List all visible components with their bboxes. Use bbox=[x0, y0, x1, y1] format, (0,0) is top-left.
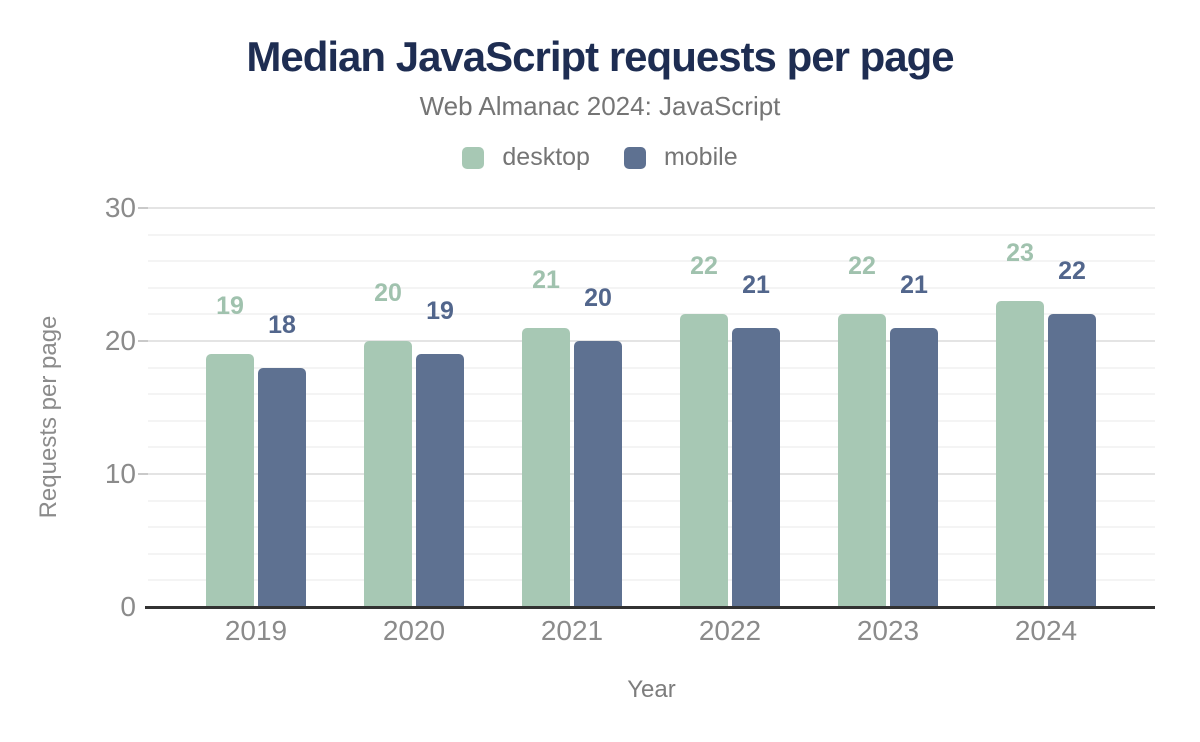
bar-mobile-2020 bbox=[416, 354, 464, 607]
gridline-major-20 bbox=[148, 340, 1155, 342]
bar-label-desktop-2024: 23 bbox=[1006, 239, 1034, 268]
bar-label-mobile-2022: 21 bbox=[742, 270, 770, 299]
bar-mobile-2019 bbox=[258, 367, 306, 607]
gridline-major-10 bbox=[148, 473, 1155, 475]
bar-desktop-2023 bbox=[838, 314, 886, 607]
legend-item-mobile: mobile bbox=[623, 143, 738, 172]
bar-label-desktop-2020: 20 bbox=[374, 279, 402, 307]
x-axis-line bbox=[145, 606, 1155, 609]
gridline-minor-8 bbox=[148, 499, 1155, 502]
legend-swatch-desktop-icon bbox=[462, 146, 485, 169]
x-tick-label-2023: 2023 bbox=[856, 615, 920, 646]
gridline-minor-18 bbox=[148, 366, 1155, 369]
y-tick-mark-10 bbox=[138, 473, 148, 475]
x-tick-label-2022: 2022 bbox=[698, 615, 762, 646]
bar-mobile-2024 bbox=[1048, 314, 1096, 607]
bar-desktop-2024 bbox=[996, 301, 1044, 607]
gridline-minor-12 bbox=[148, 446, 1155, 449]
bar-mobile-2021 bbox=[574, 341, 622, 607]
bar-label-mobile-2021: 20 bbox=[584, 284, 612, 312]
x-tick-label-2024: 2024 bbox=[1014, 615, 1078, 646]
bar-label-desktop-2021: 21 bbox=[532, 265, 560, 294]
y-tick-label-10: 10 bbox=[104, 458, 136, 489]
bar-label-desktop-2019: 19 bbox=[216, 292, 244, 321]
legend-item-desktop: desktop bbox=[462, 143, 590, 172]
y-tick-label-20: 20 bbox=[104, 325, 136, 356]
bar-label-mobile-2023: 21 bbox=[900, 270, 928, 299]
y-axis-title-text: Requests per page bbox=[35, 315, 62, 519]
legend: desktop mobile bbox=[0, 143, 1200, 172]
legend-label-mobile: mobile bbox=[663, 143, 738, 171]
x-axis-title: Year bbox=[627, 676, 676, 703]
x-tick-label-2021: 2021 bbox=[540, 615, 604, 646]
gridline-minor-2 bbox=[148, 579, 1155, 582]
bar-label-mobile-2019: 18 bbox=[268, 310, 296, 339]
bar-label-mobile-2024: 22 bbox=[1058, 257, 1086, 286]
bar-label-desktop-2023: 22 bbox=[848, 252, 876, 281]
gridline-minor-14 bbox=[148, 419, 1155, 422]
legend-swatch-mobile-icon bbox=[623, 146, 646, 169]
legend-label-desktop: desktop bbox=[502, 143, 590, 171]
gridline-minor-22 bbox=[148, 313, 1155, 316]
y-tick-mark-30 bbox=[138, 207, 148, 209]
gridline-minor-24 bbox=[148, 286, 1155, 289]
gridline-major-30 bbox=[148, 207, 1155, 209]
gridline-minor-6 bbox=[148, 526, 1155, 529]
gridline-minor-16 bbox=[148, 393, 1155, 396]
chart-title: Median JavaScript requests per page bbox=[246, 33, 954, 80]
gridline-minor-4 bbox=[148, 552, 1155, 555]
bar-desktop-2019 bbox=[206, 354, 254, 607]
gridline-minor-28 bbox=[148, 233, 1155, 236]
bar-desktop-2022 bbox=[680, 314, 728, 607]
bar-desktop-2020 bbox=[364, 341, 412, 607]
bar-mobile-2023 bbox=[890, 327, 938, 607]
bar-label-mobile-2020: 19 bbox=[426, 297, 454, 326]
y-tick-label-0: 0 bbox=[120, 591, 136, 622]
y-tick-label-30: 30 bbox=[104, 192, 136, 223]
bar-mobile-2022 bbox=[732, 327, 780, 607]
gridline-minor-26 bbox=[148, 260, 1155, 263]
x-tick-label-2020: 2020 bbox=[382, 615, 446, 646]
y-tick-mark-20 bbox=[138, 340, 148, 342]
chart-subtitle: Web Almanac 2024: JavaScript bbox=[419, 91, 781, 121]
bar-label-desktop-2022: 22 bbox=[690, 252, 718, 281]
x-tick-label-2019: 2019 bbox=[224, 615, 288, 646]
bar-desktop-2021 bbox=[522, 327, 570, 607]
